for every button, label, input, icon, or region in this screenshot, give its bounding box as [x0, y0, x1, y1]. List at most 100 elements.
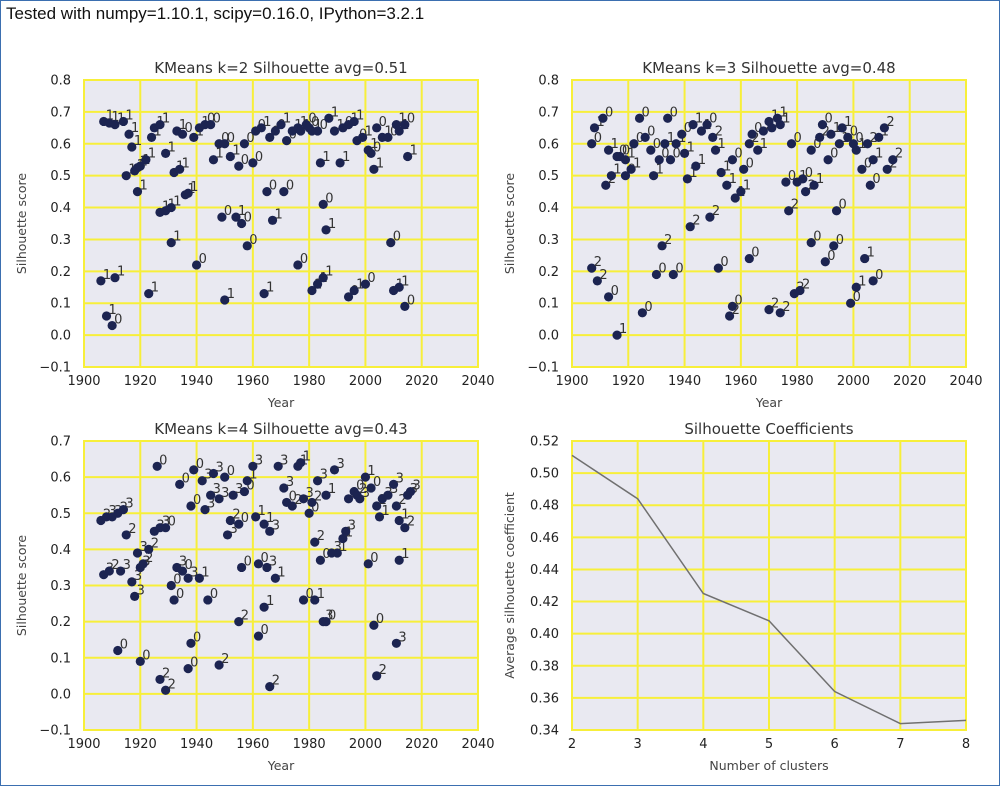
- cluster-label: 1: [266, 281, 274, 296]
- data-point: [744, 139, 754, 149]
- data-point: [200, 505, 210, 515]
- chart-panel-1: 1900 1920 1940 1960 1980 2000 2020 2040 −0.1 0.0 0…: [14, 59, 495, 410]
- cluster-label: 3: [235, 482, 243, 497]
- data-point: [722, 180, 732, 190]
- cluster-label: 1: [148, 147, 156, 162]
- cluster-label: 0: [675, 262, 683, 277]
- cluster-label: 1: [125, 108, 133, 123]
- x-tick-label: 2000: [349, 374, 382, 389]
- cluster-label: 2: [128, 522, 136, 537]
- data-point: [161, 523, 171, 533]
- data-point: [296, 458, 306, 468]
- data-point: [121, 530, 131, 540]
- chart-title: Silhouette Coefficients: [684, 420, 853, 438]
- data-point: [592, 276, 602, 286]
- data-point: [829, 241, 839, 251]
- data-point: [640, 132, 650, 142]
- y-tick-label: 0.48: [530, 499, 559, 514]
- data-point: [329, 465, 340, 475]
- cluster-label: 0: [611, 284, 619, 299]
- data-point: [767, 123, 777, 133]
- cluster-label: 2: [870, 131, 878, 146]
- cluster-label: 0: [241, 153, 249, 168]
- data-point: [651, 269, 662, 280]
- cluster-label: 1: [266, 511, 274, 526]
- cluster-label: 0: [185, 558, 193, 573]
- cluster-label: 1: [328, 217, 336, 232]
- cluster-label: 2: [272, 674, 280, 689]
- cluster-label: 0: [734, 147, 742, 162]
- data-point: [161, 148, 171, 158]
- cluster-label: 3: [286, 475, 294, 490]
- cluster-label: 2: [379, 663, 387, 678]
- cluster-label: 0: [872, 172, 880, 187]
- cluster-label: 0: [827, 249, 835, 264]
- cluster-label: 1: [106, 108, 114, 123]
- cluster-label: 2: [111, 558, 119, 573]
- cluster-label: 0: [734, 293, 742, 308]
- data-point: [882, 164, 892, 174]
- cluster-label: 1: [611, 137, 619, 152]
- cluster-label: 1: [401, 507, 409, 522]
- data-point: [363, 559, 373, 569]
- cluster-label: 1: [729, 172, 737, 187]
- data-point: [315, 555, 325, 565]
- data-point: [606, 171, 617, 181]
- data-point: [231, 212, 241, 222]
- cluster-label: 2: [314, 489, 322, 504]
- data-point: [242, 241, 252, 251]
- data-point: [383, 490, 393, 500]
- cluster-label: 0: [751, 246, 759, 261]
- cluster-label: 3: [221, 486, 229, 501]
- cluster-label: 2: [398, 493, 406, 508]
- cluster-label: 1: [277, 565, 285, 580]
- cluster-label: 1: [833, 121, 841, 136]
- data-point: [253, 559, 264, 569]
- data-point: [127, 577, 137, 587]
- cluster-label: 3: [348, 518, 356, 533]
- cluster-label: 3: [125, 497, 133, 512]
- data-point: [332, 548, 342, 558]
- cluster-label: 0: [407, 293, 415, 308]
- data-point: [312, 126, 323, 136]
- cluster-label: 2: [732, 303, 740, 318]
- cluster-label: 1: [367, 464, 375, 479]
- data-point: [834, 139, 844, 149]
- data-point: [708, 132, 718, 142]
- y-tick-label: 0.1: [538, 297, 559, 312]
- cluster-label: 2: [782, 300, 790, 315]
- cluster-label: 0: [673, 147, 681, 162]
- cluster-label: 1: [238, 204, 246, 219]
- data-point: [259, 289, 269, 299]
- data-point: [234, 161, 244, 171]
- data-point: [138, 559, 148, 569]
- data-point: [391, 638, 401, 648]
- data-point: [851, 145, 861, 155]
- x-tick-label: 6: [831, 737, 839, 752]
- cluster-label: 3: [137, 583, 145, 598]
- cluster-label: 1: [356, 108, 364, 123]
- cluster-label: 2: [221, 652, 229, 667]
- cluster-label: 0: [376, 612, 384, 627]
- cluster-label: 1: [613, 163, 621, 178]
- data-point: [369, 164, 379, 174]
- data-point: [598, 113, 608, 123]
- chart-panel-4: 2 3 4 5 6 7 8 0.34 0.36 0.38 0.40 0.42 0.44 0.46 0.48 0…: [502, 420, 970, 773]
- data-point: [248, 461, 258, 471]
- data-point: [394, 515, 404, 526]
- cluster-label: 1: [266, 594, 274, 609]
- data-point: [124, 129, 134, 139]
- cluster-label: 1: [633, 156, 641, 171]
- data-point: [242, 476, 252, 486]
- y-tick-label: 0.2: [538, 265, 559, 280]
- cluster-label: 3: [269, 554, 277, 569]
- cluster-label: 0: [306, 587, 314, 602]
- data-point: [388, 479, 399, 489]
- cluster-label: 0: [390, 124, 398, 139]
- cluster-label: 3: [362, 486, 370, 501]
- data-point: [132, 187, 143, 197]
- cluster-label: 3: [320, 468, 328, 483]
- y-tick-label: 0.6: [538, 137, 559, 152]
- cluster-label: 1: [232, 144, 240, 159]
- data-point: [166, 202, 176, 213]
